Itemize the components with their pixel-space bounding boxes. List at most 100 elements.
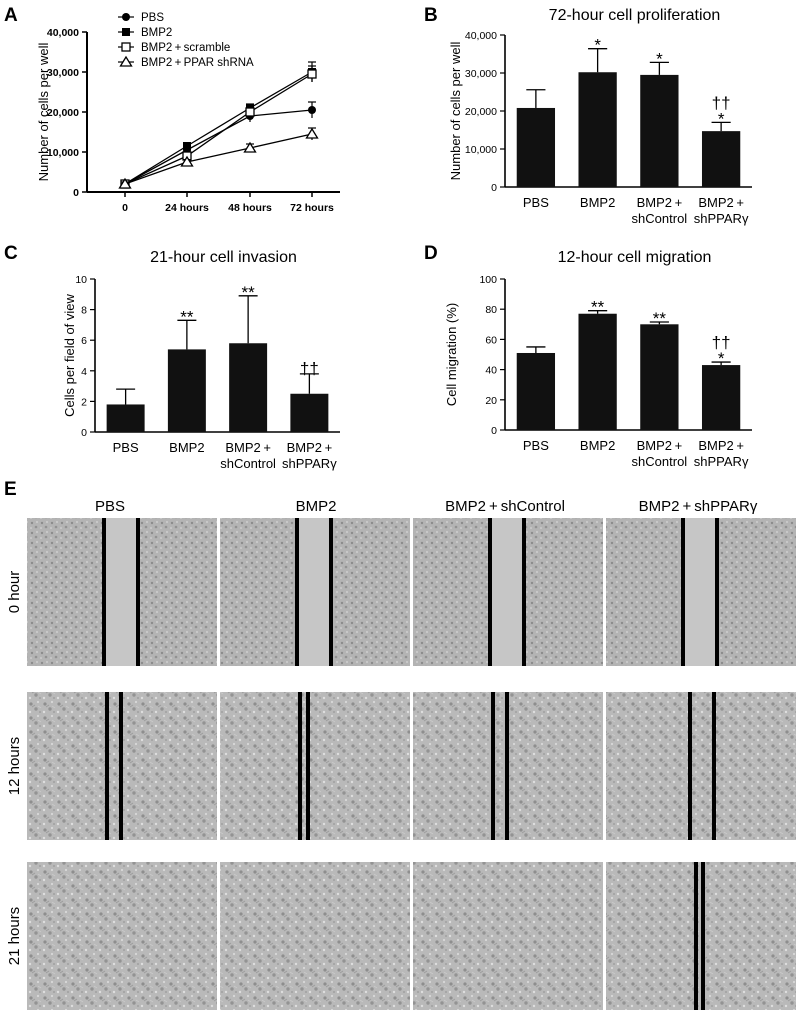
gap-boundary-line — [298, 692, 302, 840]
data-point — [180, 155, 194, 167]
gap-boundary-line — [712, 692, 716, 840]
row-header: 12 hours — [6, 737, 23, 795]
y-tick-label: 40,000 — [47, 27, 79, 39]
legend-label: PBS — [141, 12, 164, 24]
y-tick-label: 60 — [485, 334, 497, 346]
column-header: BMP2 + shControl — [445, 498, 565, 515]
gap-boundary-line — [102, 518, 106, 666]
y-tick-label: 80 — [485, 304, 497, 316]
y-tick-label: 20 — [485, 395, 497, 407]
data-point — [308, 106, 316, 114]
micrograph-image — [413, 518, 603, 666]
series-line — [124, 133, 313, 185]
gap-boundary-line — [295, 518, 299, 666]
row-header: 21 hours — [6, 907, 23, 965]
series-line — [124, 109, 313, 185]
significance-dagger: †† — [300, 359, 319, 378]
column-header: BMP2 + shPPARγ — [639, 498, 758, 515]
y-tick-label: 0 — [491, 425, 497, 437]
significance-label: * — [718, 109, 725, 128]
significance-label: ** — [591, 298, 605, 317]
legend-label: BMP2 — [141, 27, 172, 39]
y-axis-label: Number of cells per well — [448, 42, 463, 181]
gap-boundary-line — [701, 862, 705, 1010]
chart-title: 72-hour cell proliferation — [549, 7, 721, 24]
data-point — [245, 107, 255, 117]
bar — [167, 349, 206, 432]
micrograph-image — [220, 692, 410, 840]
bar — [578, 72, 617, 187]
bar — [701, 365, 741, 430]
y-tick-label: 30,000 — [47, 67, 79, 79]
data-point — [305, 127, 319, 139]
micrograph-texture — [220, 862, 410, 1010]
y-tick-label: 10,000 — [465, 144, 497, 156]
panel-letter-a: A — [4, 5, 18, 26]
micrograph-image — [606, 862, 796, 1010]
series-3 — [118, 127, 319, 189]
gap-boundary-line — [688, 692, 692, 840]
category-label: BMP2 — [169, 440, 204, 455]
category-sublabel: shPPARγ — [694, 454, 749, 469]
bar — [516, 352, 556, 430]
y-tick-label: 10 — [75, 274, 87, 286]
category-sublabel: shPPARγ — [694, 211, 749, 226]
significance-label: ** — [180, 307, 194, 326]
y-axis-label: Cells per field of view — [62, 293, 77, 416]
y-tick-label: 2 — [81, 396, 87, 408]
legend-label: BMP2 + PPAR shRNA — [141, 57, 254, 69]
micrograph-texture — [413, 862, 603, 1010]
gap-boundary-line — [136, 518, 140, 666]
micrograph-image — [413, 692, 603, 840]
legend-marker — [121, 42, 131, 52]
column-header: PBS — [95, 498, 125, 515]
bar-chart-migration: 12-hour cell migration 0 20 40 60 80 100 Cell m… — [444, 249, 752, 469]
significance-label: * — [718, 349, 725, 368]
series-line — [124, 73, 313, 185]
category-sublabel: shControl — [220, 456, 276, 471]
bar — [106, 404, 145, 432]
bar — [516, 107, 556, 187]
chart-title: 21-hour cell invasion — [150, 249, 297, 266]
gap-boundary-line — [105, 692, 109, 840]
category-label: BMP2 + — [698, 195, 744, 210]
gap-boundary-line — [488, 518, 492, 666]
y-tick-label: 30,000 — [465, 68, 497, 80]
significance-label: * — [594, 36, 601, 55]
y-tick-label: 0 — [491, 182, 497, 194]
micrograph-image — [413, 862, 603, 1010]
x-tick-label: 72 hours — [290, 202, 334, 214]
category-label: PBS — [523, 195, 549, 210]
significance-dagger: †† — [712, 333, 731, 352]
category-label: BMP2 + — [287, 440, 333, 455]
bar — [290, 393, 329, 432]
micrograph-image — [27, 518, 217, 666]
row-header: 0 hour — [6, 571, 23, 614]
scratch-gap — [104, 518, 138, 666]
significance-label: * — [656, 49, 663, 68]
category-label: PBS — [523, 438, 549, 453]
micrograph-image — [606, 518, 796, 666]
gap-boundary-line — [491, 692, 495, 840]
bar — [640, 324, 679, 430]
significance-label: ** — [653, 309, 667, 328]
bar-chart-proliferation: 72-hour cell proliferation 0 10,000 20,000 3… — [448, 7, 752, 226]
panel-letter-d: D — [424, 243, 438, 264]
bar — [701, 131, 741, 187]
micrograph-image — [220, 862, 410, 1010]
x-tick-label: 0 — [122, 202, 128, 214]
y-tick-label: 20,000 — [465, 106, 497, 118]
micrograph-image — [27, 692, 217, 840]
scratch-gap — [297, 518, 331, 666]
x-tick-label: 24 hours — [165, 202, 209, 214]
gap-boundary-line — [681, 518, 685, 666]
significance-label: ** — [242, 283, 256, 302]
gap-boundary-line — [119, 692, 123, 840]
category-sublabel: shControl — [632, 454, 688, 469]
y-tick-label: 40 — [485, 365, 497, 377]
data-point — [183, 142, 191, 150]
panel-letter-b: B — [424, 5, 438, 26]
gap-boundary-line — [329, 518, 333, 666]
panel-letter-c: C — [4, 243, 18, 264]
